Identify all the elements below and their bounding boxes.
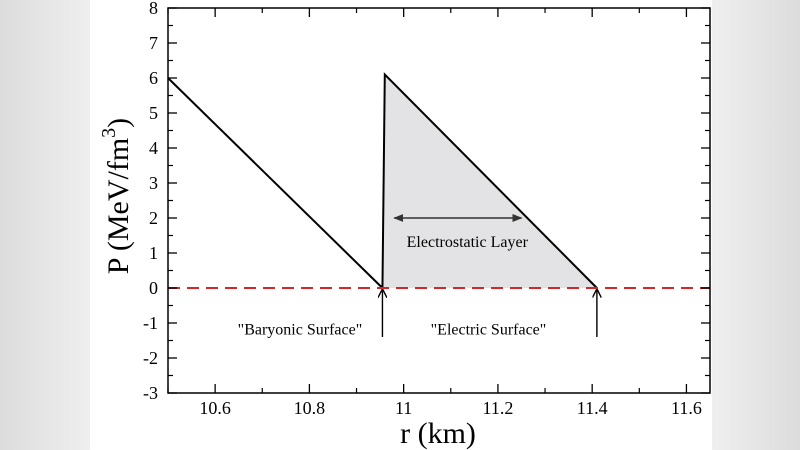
plot-frame xyxy=(167,7,711,394)
electric-surface-label: "Electric Surface" xyxy=(431,321,547,338)
y-tick-label: -2 xyxy=(143,348,158,368)
y-tick-label: 0 xyxy=(149,278,158,298)
series-layer xyxy=(167,72,710,291)
x-tick-label: 10.6 xyxy=(199,398,231,418)
y-tick-label: -3 xyxy=(143,383,158,403)
y-tick-label: 8 xyxy=(149,0,158,18)
y-tick-label: 3 xyxy=(149,173,158,193)
y-tick-label: 5 xyxy=(149,103,158,123)
electrostatic-layer-label: Electrostatic Layer xyxy=(407,234,529,251)
x-tick-label: 11 xyxy=(395,398,412,418)
y-axis-title-close: ) xyxy=(102,118,135,128)
x-tick-label: 11.6 xyxy=(671,398,702,418)
y-tick-label: 7 xyxy=(149,33,158,53)
y-axis-title: P (MeV/fm3) xyxy=(98,118,135,274)
x-axis-title: r (km) xyxy=(400,417,476,450)
y-tick-label: 2 xyxy=(149,208,158,228)
pressure-curve xyxy=(167,72,598,291)
annotation-layer: Electrostatic Layer "Baryonic Surface" "El… xyxy=(238,214,597,338)
y-axis-title-superscript: 3 xyxy=(98,128,120,138)
y-tick-label: 1 xyxy=(149,243,158,263)
x-tick-label: 11.2 xyxy=(482,398,513,418)
x-tick-label: 10.8 xyxy=(294,398,326,418)
y-axis-title-main: P (MeV/fm xyxy=(102,138,135,274)
y-tick-label: 6 xyxy=(149,68,158,88)
y-tick-label: -1 xyxy=(143,313,158,333)
y-tick-label: 4 xyxy=(149,138,158,158)
baryonic-surface-label: "Baryonic Surface" xyxy=(238,321,363,338)
tick-layer: 10.6 10.8 11 11.2 11.4 11.6 -3 -2 -1 0 1 2 3 4 5 6 7 8 xyxy=(143,0,710,418)
x-tick-label: 11.4 xyxy=(577,398,608,418)
